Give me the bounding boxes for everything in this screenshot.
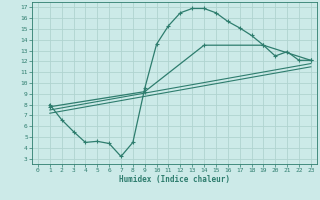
X-axis label: Humidex (Indice chaleur): Humidex (Indice chaleur)	[119, 175, 230, 184]
